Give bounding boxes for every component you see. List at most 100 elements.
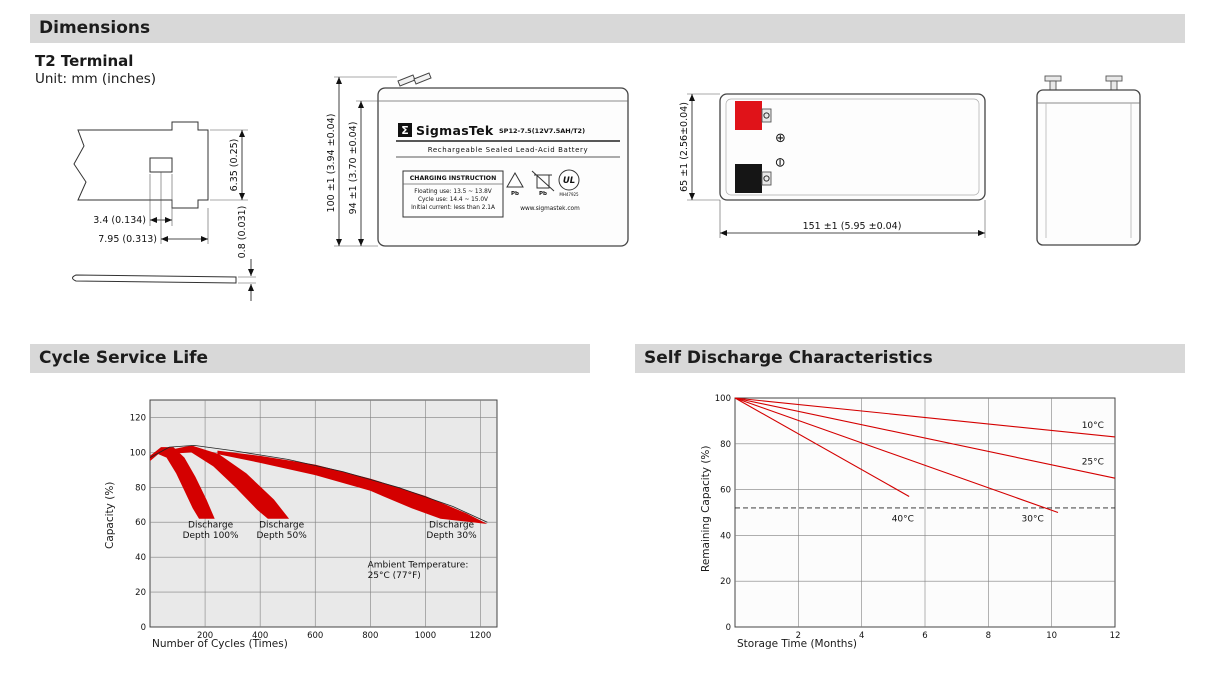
end-terminal-1 xyxy=(1044,75,1062,92)
brand-name: SigmasTek xyxy=(416,123,494,138)
dim-side-length: 151 ±1 (5.95 ±0.04) xyxy=(719,200,986,238)
y-tick-label: 80 xyxy=(720,440,731,450)
end-terminal-2 xyxy=(1105,75,1123,92)
chart-annotation: Discharge Depth 100% xyxy=(183,520,239,541)
series-line-40C xyxy=(734,397,910,497)
terminal-profile xyxy=(73,121,209,209)
dim-thickness: 0.8 (0.031) xyxy=(237,206,256,301)
chart2-y-axis-label: Remaining Capacity (%) xyxy=(700,445,712,573)
dim-case-height: 94 ±1 (3.70 ±0.04) xyxy=(348,100,378,246)
pb-label-2: Pb xyxy=(539,191,547,197)
negative-terminal xyxy=(735,164,772,193)
battery-side-view-drawing: ⊕ ⊖ 65 ±1 (2.56±0.04) 151 ±1 (5.95 ±0.04… xyxy=(679,93,986,238)
battery-case-front xyxy=(377,87,629,247)
dim-total-height-label: 100 ±1 (3.94 ±0.04) xyxy=(326,114,337,213)
ul-file-number: MH47925 xyxy=(559,192,579,197)
front-terminal-tab-2 xyxy=(413,72,432,85)
battery-end-view-drawing xyxy=(1036,75,1141,246)
series-line-25C xyxy=(734,397,1116,479)
t2-terminal-detail-drawing: 6.35 (0.25) 3.4 (0.134) 7.95 (0.313) 0.8… xyxy=(72,121,256,301)
x-tick-label: 1000 xyxy=(415,631,437,641)
x-tick-label: 6 xyxy=(922,631,927,641)
negative-symbol: ⊖ xyxy=(772,157,787,168)
model-number: SP12-7.5(12V7.5AH/T2) xyxy=(499,127,585,135)
front-terminal-tab-1 xyxy=(397,74,416,87)
chart1-y-axis-label: Capacity (%) xyxy=(104,481,116,549)
positive-symbol: ⊕ xyxy=(775,131,786,146)
dim-case-height-label: 94 ±1 (3.70 ±0.04) xyxy=(348,122,359,215)
brand-sigma-icon: Σ xyxy=(401,124,409,137)
battery-case-side xyxy=(719,93,986,201)
terminal-hole xyxy=(149,157,173,173)
y-tick-label: 120 xyxy=(130,413,146,423)
chart2-x-axis-label: Storage Time (Months) xyxy=(737,638,858,650)
cycle-service-life-chart: 200 400 600 800 1000 1200 0 20 40 60 80 100 120 Disch… xyxy=(130,399,498,641)
charging-line-3: Initial current: less than 2.1A xyxy=(411,205,495,211)
charging-line-2: Cycle use: 14.4 ~ 15.0V xyxy=(418,197,488,203)
chart-annotation: 10°C xyxy=(1082,421,1104,431)
chart-annotation: Discharge Depth 30% xyxy=(426,520,477,541)
website-text: www.sigmastek.com xyxy=(520,206,580,212)
y-tick-label: 20 xyxy=(135,588,146,598)
chart-annotation: 25°C xyxy=(1082,457,1104,467)
y-tick-label: 60 xyxy=(135,518,146,528)
x-tick-label: 2 xyxy=(796,631,801,641)
x-tick-label: 200 xyxy=(197,631,213,641)
y-tick-label: 0 xyxy=(726,623,731,633)
dim-total-height: 100 ±1 (3.94 ±0.04) xyxy=(326,76,397,247)
y-tick-label: 60 xyxy=(720,486,731,496)
y-tick-label: 20 xyxy=(720,577,731,587)
unit-label: Unit: mm (inches) xyxy=(35,71,157,87)
y-tick-label: 40 xyxy=(135,553,146,563)
series-line-30C xyxy=(734,397,1059,514)
y-tick-label: 100 xyxy=(130,448,146,458)
x-tick-label: 10 xyxy=(1046,631,1057,641)
y-tick-label: 80 xyxy=(135,483,146,493)
x-tick-label: 8 xyxy=(986,631,991,641)
self-discharge-chart: 2 4 6 8 10 12 0 20 40 60 80 100 10°C 25°C 30°C 40°C xyxy=(715,394,1121,641)
dim-tab-width-label: 7.95 (0.313) xyxy=(98,234,157,245)
section-header-cycle-service-life: Cycle Service Life xyxy=(30,344,590,373)
recycle-pb-icon: Pb xyxy=(506,171,524,197)
chart-annotation: 30°C xyxy=(1022,515,1044,525)
dim-side-height-label: 65 ±1 (2.56±0.04) xyxy=(679,102,690,192)
discharge-depth-band xyxy=(217,450,488,524)
terminal-strip-side-view xyxy=(72,274,237,284)
x-tick-label: 1200 xyxy=(470,631,492,641)
charging-line-1: Floating use: 13.5 ~ 13.8V xyxy=(414,189,492,195)
x-tick-label: 400 xyxy=(252,631,268,641)
discharge-depth-band xyxy=(166,445,290,519)
discharge-depth-band xyxy=(150,447,215,519)
pb-label-1: Pb xyxy=(511,191,519,197)
brand-logo-box xyxy=(398,123,412,137)
x-tick-label: 12 xyxy=(1110,631,1121,641)
battery-case-end xyxy=(1036,89,1141,246)
series-line-10C xyxy=(734,397,1116,438)
dim-slot-width-label: 3.4 (0.134) xyxy=(93,215,146,226)
dim-side-length-label: 151 ±1 (5.95 ±0.04) xyxy=(803,221,902,232)
dim-side-height: 65 ±1 (2.56±0.04) xyxy=(679,93,720,201)
section-header-dimensions: Dimensions xyxy=(30,14,1185,43)
x-tick-label: 800 xyxy=(362,631,378,641)
chart-annotation: Discharge Depth 50% xyxy=(256,520,307,541)
y-tick-label: 0 xyxy=(141,623,146,633)
charging-title: CHARGING INSTRUCTION xyxy=(410,175,497,182)
dim-tab-width: 7.95 (0.313) xyxy=(98,172,209,245)
terminal-type-title: T2 Terminal xyxy=(35,52,134,70)
dim-tab-height: 6.35 (0.25) xyxy=(210,129,248,201)
chart1-x-axis-label: Number of Cycles (Times) xyxy=(152,638,288,650)
y-tick-label: 40 xyxy=(720,531,731,541)
y-tick-label: 100 xyxy=(715,394,731,404)
section-header-self-discharge: Self Discharge Characteristics xyxy=(635,344,1185,373)
ul-mark-icon: UL MH47925 xyxy=(558,169,580,197)
dim-thickness-label: 0.8 (0.031) xyxy=(237,206,248,259)
ul-letters: UL xyxy=(563,176,575,186)
crossed-bin-pb-icon: Pb xyxy=(531,170,555,197)
charging-instruction-box: CHARGING INSTRUCTION Floating use: 13.5 … xyxy=(402,170,504,218)
chart-annotation: Ambient Temperature: 25°C (77°F) xyxy=(368,561,469,582)
chart-annotation: 40°C xyxy=(892,515,914,525)
case-inner-line xyxy=(725,98,980,196)
x-tick-label: 4 xyxy=(859,631,864,641)
dim-tab-height-label: 6.35 (0.25) xyxy=(229,139,240,192)
